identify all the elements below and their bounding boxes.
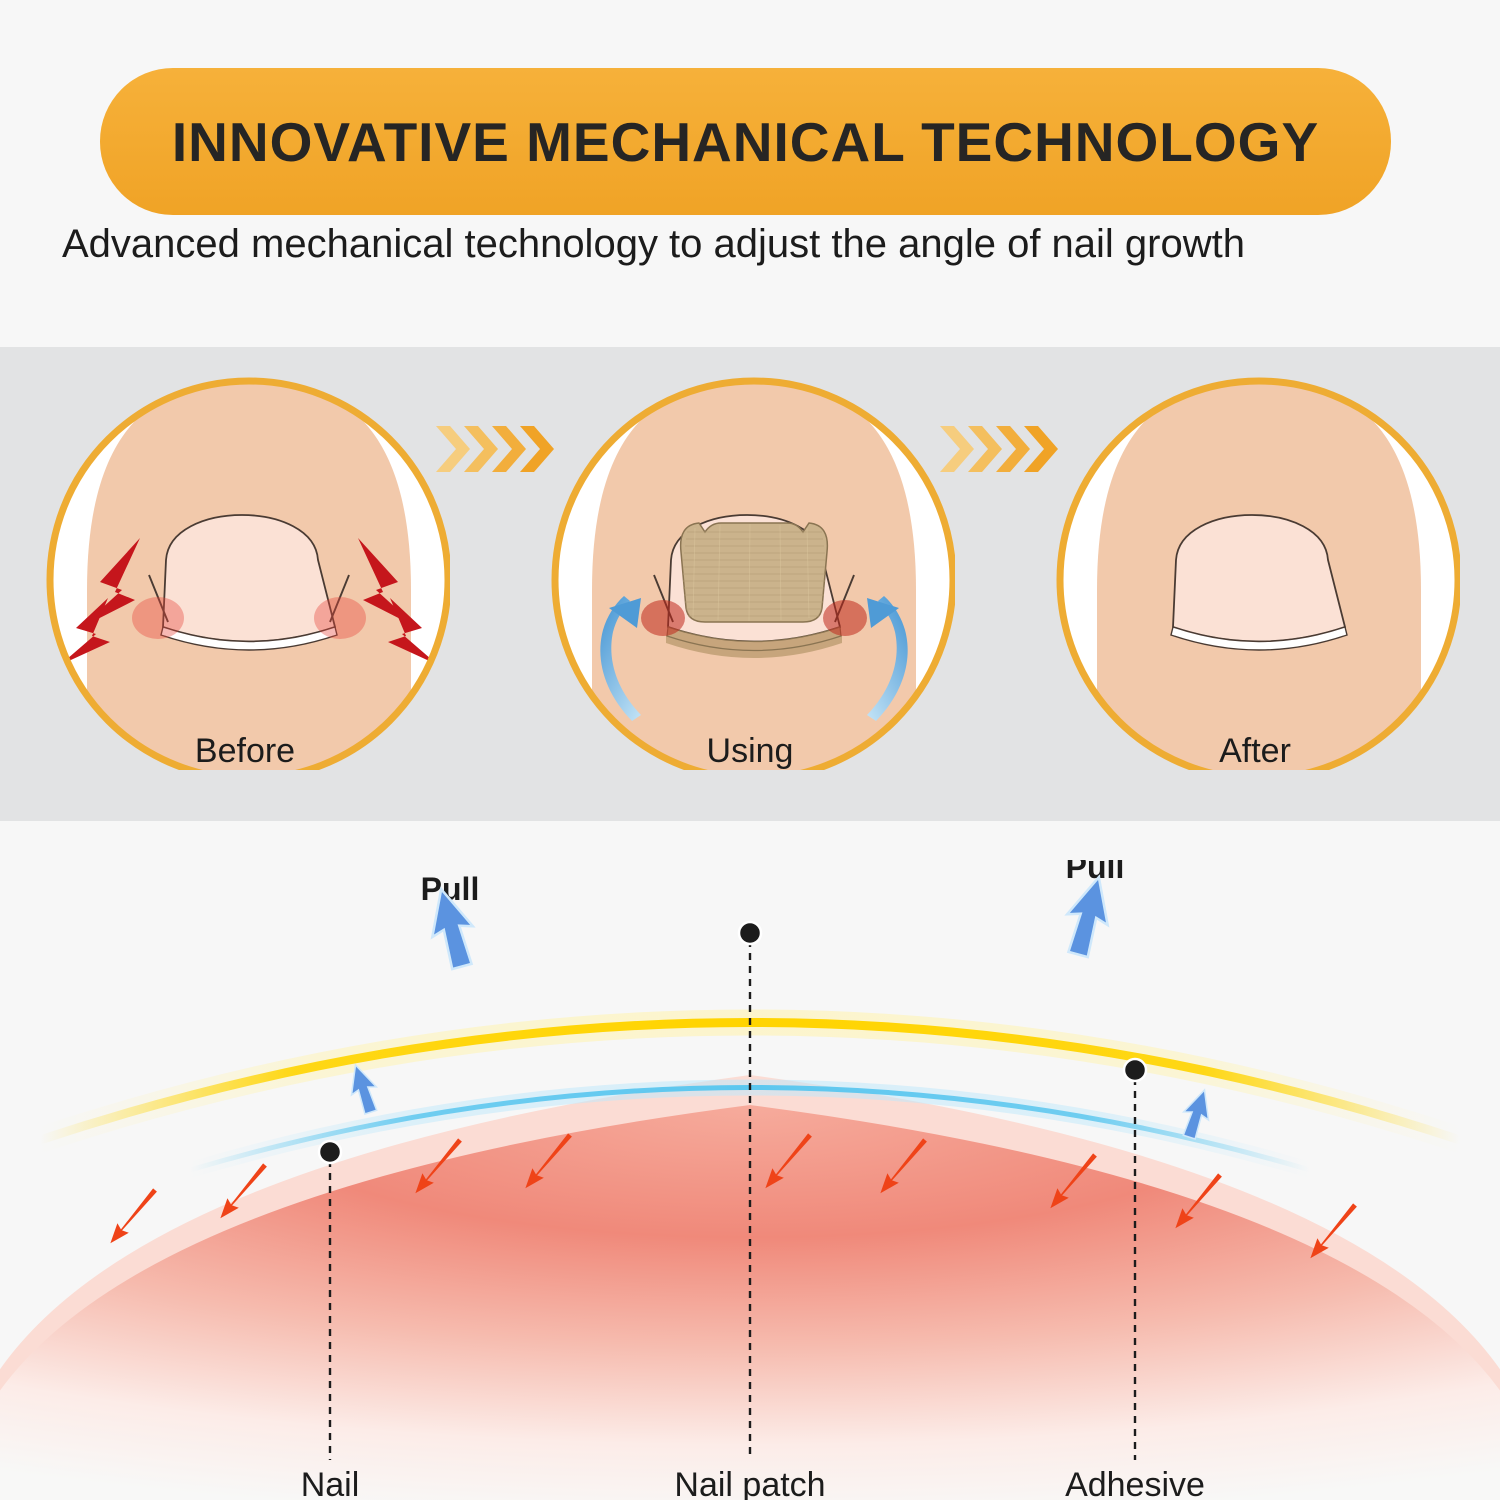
- svg-text:Adhesive: Adhesive: [1065, 1466, 1205, 1500]
- svg-text:Nail: Nail: [301, 1466, 360, 1500]
- svg-text:Nail patch: Nail patch: [674, 1466, 825, 1500]
